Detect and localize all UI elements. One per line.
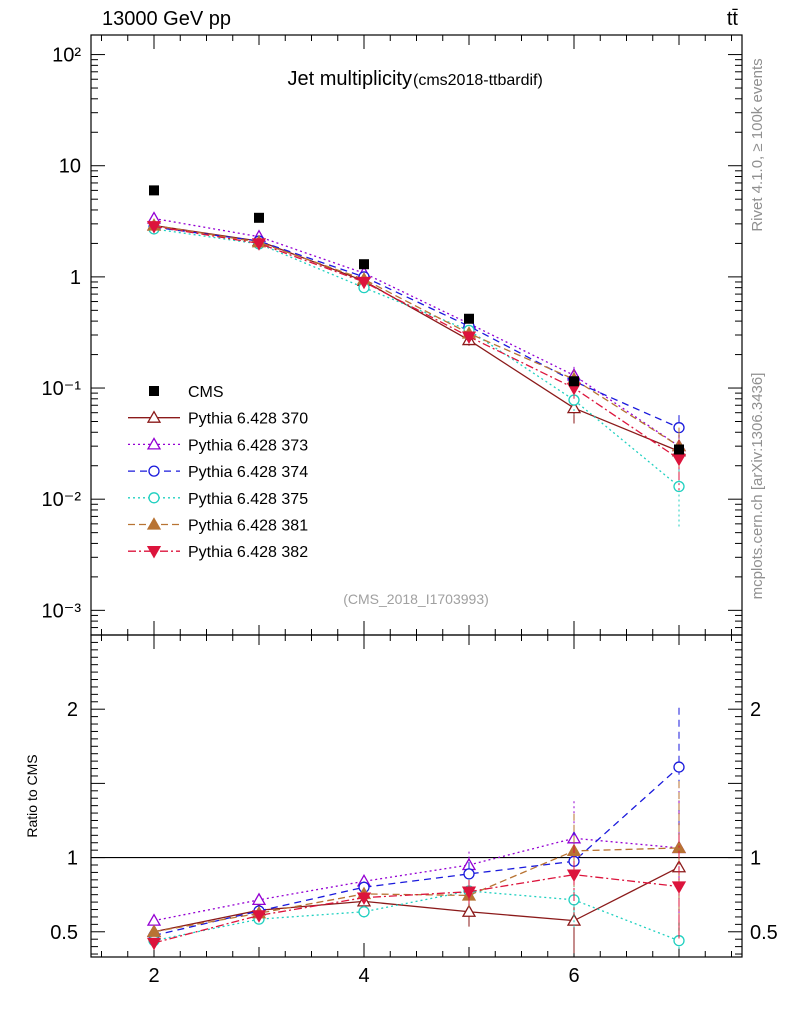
- cms-data-point: [359, 259, 369, 270]
- main-series-line: [153, 217, 680, 447]
- legend-marker: [146, 517, 162, 530]
- x-tick-label: 6: [568, 965, 579, 987]
- ratio-y-label: Ratio to CMS: [24, 754, 40, 837]
- main-series-line: [153, 224, 680, 447]
- ratio-series-line: [153, 847, 680, 933]
- legend-label: Pythia 6.428 374: [188, 464, 308, 481]
- main-series-group: [146, 185, 687, 529]
- energy-label: 13000 GeV pp: [102, 8, 231, 30]
- main-data-point: [671, 453, 687, 467]
- legend-label: Pythia 6.428 373: [188, 437, 308, 454]
- x-tick-label: 4: [358, 965, 369, 987]
- main-data-point: [673, 480, 685, 493]
- ratio-data-point: [566, 913, 582, 926]
- main-data-point: [566, 400, 582, 414]
- legend-label: Pythia 6.428 381: [188, 518, 308, 535]
- cms-data-point: [149, 185, 159, 196]
- cms-data-point: [254, 212, 264, 223]
- ratio-data-point: [461, 886, 477, 900]
- cms-data-point: [569, 376, 579, 387]
- main-data-point: [146, 221, 162, 234]
- ratio-data-point: [146, 937, 162, 951]
- main-data-point: [356, 276, 372, 290]
- ratio-y-tick-label-left: 1: [67, 848, 78, 870]
- y-tick-label: 10²: [52, 45, 81, 67]
- plot-title: Jet multiplicity: [288, 68, 412, 90]
- plot-subtitle: (cms2018-ttbardif): [413, 72, 543, 89]
- process-label: tt̄: [727, 8, 739, 30]
- y-tick-label: 10⁻³: [42, 600, 82, 622]
- legend-marker: [148, 465, 160, 477]
- legend-label-cms: CMS: [188, 384, 224, 401]
- ratio-data-point: [146, 913, 162, 926]
- legend-marker: [146, 410, 162, 423]
- y-tick-label: 10⁻¹: [42, 378, 82, 400]
- main-axes: 10⁻³ 10⁻² 10⁻¹ 1 10 10²: [42, 35, 742, 636]
- ratio-series-line: [153, 837, 680, 922]
- ratio-series-line: [153, 890, 680, 942]
- ratio-data-point: [673, 761, 685, 773]
- legend-label: Pythia 6.428 370: [188, 411, 308, 428]
- main-series-line: [153, 225, 680, 460]
- ratio-y-tick-label-right: 1: [750, 848, 761, 870]
- legend-marker: [148, 492, 160, 504]
- rivet-label: Rivet 4.1.0, ≥ 100k events: [749, 58, 766, 231]
- ratio-data-point: [146, 924, 162, 937]
- ratio-y-tick-label-right: 2: [750, 699, 761, 721]
- legend-marker-cms: [149, 386, 159, 396]
- ratio-data-point: [358, 906, 370, 918]
- legend-marker: [146, 437, 162, 450]
- ratio-data-point: [461, 904, 477, 917]
- ratio-series-line: [153, 766, 680, 937]
- ratio-data-point: [356, 892, 372, 905]
- analysis-id: (CMS_2018_I1703993): [343, 591, 489, 607]
- ratio-axes: 2 4 6 0.5 0.5 1 1 2 2: [50, 634, 778, 987]
- legend-label: Pythia 6.428 375: [188, 491, 308, 508]
- ratio-data-point: [463, 868, 475, 880]
- ratio-y-tick-label-left: 0.5: [50, 922, 78, 944]
- ratio-data-point: [251, 910, 267, 923]
- ratio-series-line: [153, 866, 680, 933]
- cms-data-point: [464, 313, 474, 324]
- ratio-series-line: [153, 873, 680, 944]
- main-series-line: [153, 226, 680, 429]
- ratio-data-point: [566, 869, 582, 882]
- legend-marker: [146, 546, 162, 559]
- x-tick-label: 2: [148, 965, 159, 987]
- ratio-data-point: [251, 892, 267, 906]
- ratio-series-group: [146, 707, 687, 954]
- y-tick-label: 10⁻²: [42, 489, 82, 511]
- legend: CMS Pythia 6.428 370 Pythia 6.428 373 Pythi…: [128, 384, 308, 561]
- cms-data-point: [674, 444, 684, 455]
- mcplots-label: mcplots.cern.ch [arXiv:1306.3436]: [749, 373, 766, 600]
- y-tick-label: 10: [59, 156, 81, 178]
- main-data-point: [461, 331, 477, 344]
- ratio-y-tick-label-left: 2: [67, 699, 78, 721]
- legend-label: Pythia 6.428 382: [188, 544, 308, 561]
- ratio-plot-frame: [90, 634, 743, 958]
- ratio-y-tick-label-right: 0.5: [750, 922, 778, 944]
- y-tick-label: 1: [70, 267, 81, 289]
- ratio-data-point: [671, 881, 687, 894]
- main-data-point: [251, 238, 267, 251]
